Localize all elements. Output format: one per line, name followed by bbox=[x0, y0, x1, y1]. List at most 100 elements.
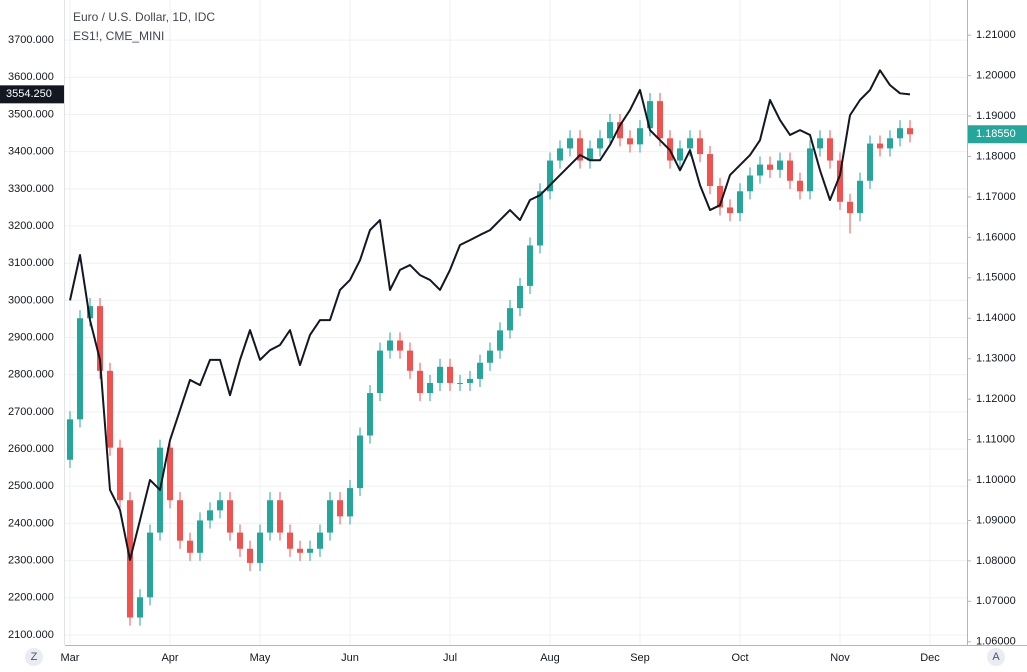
candle-body bbox=[277, 500, 283, 533]
candle-body bbox=[107, 370, 113, 448]
y-tick-label: 3000.000 bbox=[8, 294, 54, 306]
candle-body bbox=[147, 532, 153, 598]
x-tick-label: Sep bbox=[630, 652, 650, 664]
candle-body bbox=[867, 143, 873, 181]
candle-body bbox=[177, 500, 183, 541]
candle-body bbox=[457, 382, 463, 384]
candle-body bbox=[247, 548, 253, 563]
y-tick-label: 3500.000 bbox=[8, 108, 54, 120]
last-value-label: 3554.250 bbox=[6, 88, 52, 100]
candle-body bbox=[437, 366, 443, 383]
candle-body bbox=[187, 540, 193, 553]
x-tick-label: Apr bbox=[161, 652, 178, 664]
candle-body bbox=[467, 378, 473, 383]
candle-body bbox=[887, 138, 893, 149]
candle-body bbox=[837, 160, 843, 202]
candle-body bbox=[77, 318, 83, 420]
candle-body bbox=[897, 128, 903, 139]
candle-body bbox=[797, 180, 803, 192]
candle-body bbox=[447, 366, 453, 383]
candle-body bbox=[847, 201, 853, 214]
button-bg[interactable] bbox=[25, 648, 43, 666]
candle-body bbox=[337, 500, 343, 517]
candle-body bbox=[657, 101, 663, 139]
y2-tick-label: 1.12000 bbox=[976, 393, 1016, 405]
candle-body bbox=[417, 370, 423, 394]
candle-body bbox=[547, 160, 553, 192]
candle-body bbox=[97, 306, 103, 371]
grid-layer bbox=[65, 0, 967, 645]
candle-body bbox=[87, 306, 93, 319]
x-tick-label: Mar bbox=[61, 652, 80, 664]
candle-body bbox=[787, 160, 793, 181]
y2-tick-label: 1.06000 bbox=[976, 636, 1016, 648]
y2-tick-label: 1.10000 bbox=[976, 474, 1016, 486]
candle-body bbox=[287, 532, 293, 549]
candle-body bbox=[357, 435, 363, 489]
candle-body bbox=[717, 186, 723, 208]
candle-body bbox=[567, 138, 573, 149]
candle-body bbox=[627, 138, 633, 145]
candle-body bbox=[487, 350, 493, 363]
candle-body bbox=[67, 419, 73, 460]
candle-body bbox=[767, 164, 773, 170]
candle-body bbox=[697, 138, 703, 155]
candle-body bbox=[207, 510, 213, 521]
candle-body bbox=[807, 148, 813, 192]
candle-body bbox=[497, 330, 503, 351]
candle-body bbox=[267, 500, 273, 533]
x-tick-label: Oct bbox=[731, 652, 748, 664]
candle-body bbox=[637, 128, 643, 145]
y2-tick-label: 1.08000 bbox=[976, 555, 1016, 567]
candle-body bbox=[537, 191, 543, 246]
y-tick-label: 2600.000 bbox=[8, 443, 54, 455]
candle-body bbox=[227, 500, 233, 533]
axes-layer: 2100.000 2200.000 2300.000 2400.000 2500.000… bbox=[0, 29, 1027, 664]
candle-body bbox=[647, 101, 653, 129]
y2-tick-label: 1.07000 bbox=[976, 595, 1016, 607]
button-bg[interactable] bbox=[987, 648, 1005, 666]
x-tick-label: Jun bbox=[341, 652, 359, 664]
x-tick-label: Jul bbox=[443, 652, 457, 664]
y-tick-label: 2900.000 bbox=[8, 331, 54, 343]
x-tick-label: Dec bbox=[920, 652, 940, 664]
candle-body bbox=[817, 138, 823, 149]
last-value-badge bbox=[0, 85, 64, 104]
candle-body bbox=[347, 488, 353, 517]
y2-tick-label: 1.19000 bbox=[976, 110, 1016, 122]
candle-body bbox=[507, 308, 513, 331]
candle-body bbox=[317, 532, 323, 549]
candle-body bbox=[757, 164, 763, 176]
candle-body bbox=[587, 148, 593, 161]
candle-body bbox=[307, 548, 313, 553]
y2-tick-label: 1.21000 bbox=[976, 29, 1016, 41]
y2-tick-label: 1.09000 bbox=[976, 514, 1016, 526]
y-tick-label: 3300.000 bbox=[8, 183, 54, 195]
y2-tick-label: 1.11000 bbox=[976, 433, 1015, 445]
candle-body bbox=[377, 350, 383, 394]
candle-body bbox=[727, 207, 733, 214]
candle-body bbox=[857, 180, 863, 214]
candle-body bbox=[777, 160, 783, 170]
y-tick-label: 2800.000 bbox=[8, 369, 54, 381]
candle-body bbox=[577, 138, 583, 161]
auto-button[interactable]: A bbox=[992, 651, 1000, 663]
y2-tick-label: 1.13000 bbox=[976, 353, 1016, 365]
candle-body bbox=[407, 350, 413, 371]
candle-body bbox=[167, 447, 173, 501]
candle-body bbox=[517, 285, 523, 309]
candle-body bbox=[907, 128, 913, 135]
marks-layer bbox=[67, 69, 913, 626]
zoom-button[interactable]: Z bbox=[31, 651, 38, 663]
line-series bbox=[69, 69, 911, 561]
y-tick-label: 3700.000 bbox=[8, 34, 54, 46]
candle-body bbox=[827, 138, 833, 161]
candle-body bbox=[677, 148, 683, 161]
candle-body bbox=[557, 148, 563, 161]
chart-subtitle: ES1!, CME_MINI bbox=[73, 29, 164, 43]
candle-body bbox=[427, 382, 433, 394]
y-tick-label: 2700.000 bbox=[8, 406, 54, 418]
candle-body bbox=[367, 393, 373, 436]
